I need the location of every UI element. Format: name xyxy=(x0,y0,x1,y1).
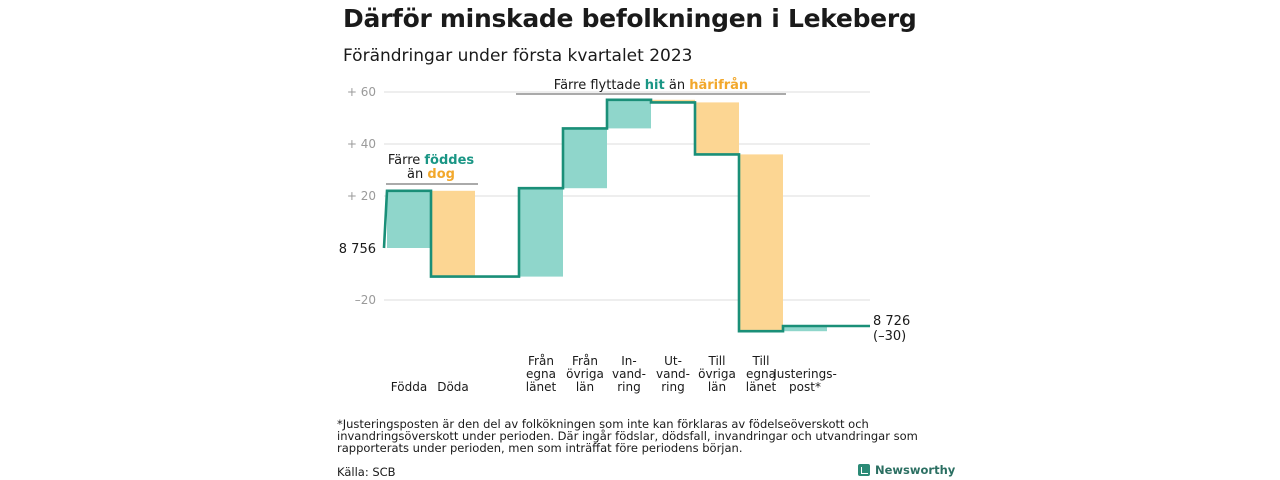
start-value-label: 8 756 xyxy=(339,242,376,257)
brand-logo: Newsworthy xyxy=(858,463,955,477)
category-label: Justerings- xyxy=(772,367,837,381)
category-label: Från xyxy=(572,354,598,368)
bar xyxy=(563,128,607,189)
y-tick-label: + 20 xyxy=(347,189,376,203)
source-label: Källa: SCB xyxy=(337,465,396,479)
bar xyxy=(387,190,431,248)
brand-name: Newsworthy xyxy=(875,463,956,477)
category-label: länet xyxy=(526,380,557,394)
end-value-label: 8 726 xyxy=(873,314,910,329)
bar xyxy=(739,154,783,332)
annotation-migration: Färre flyttade hit än härifrån xyxy=(554,78,748,93)
category-label: vand- xyxy=(656,367,690,381)
y-tick-label: –20 xyxy=(355,293,376,307)
annotation-births-line1: Färre föddes xyxy=(388,153,475,168)
category-label: Födda xyxy=(391,380,427,394)
bar xyxy=(695,102,739,155)
category-label: Från xyxy=(528,354,554,368)
category-label: Till xyxy=(708,354,726,368)
chart-title: Därför minskade befolkningen i Lekeberg xyxy=(343,4,917,33)
category-label: Ut- xyxy=(664,354,682,368)
category-label: In- xyxy=(621,354,636,368)
category-label: övriga xyxy=(566,367,604,381)
category-label: övriga xyxy=(698,367,736,381)
category-label: egna xyxy=(526,367,556,381)
footnote: *Justeringsposten är den del av folkökni… xyxy=(337,417,918,455)
category-label: Till xyxy=(752,354,770,368)
waterfall-chart: + 60 + 40 + 20 –20 8 756 8 726(–30) Födda Döda F… xyxy=(339,78,910,394)
category-label: ring xyxy=(661,380,685,394)
category-label: Döda xyxy=(437,380,469,394)
category-label: egna xyxy=(746,367,776,381)
bar xyxy=(519,188,563,277)
y-tick-label: + 60 xyxy=(347,85,376,99)
category-label: län xyxy=(708,380,726,394)
category-label: vand- xyxy=(612,367,646,381)
category-label: län xyxy=(576,380,594,394)
bar xyxy=(783,326,827,332)
cumulative-line xyxy=(382,98,870,333)
category-label: länet xyxy=(746,380,777,394)
chart-subtitle: Förändringar under första kvartalet 2023 xyxy=(343,46,693,66)
bar xyxy=(431,190,475,277)
category-label: ring xyxy=(617,380,641,394)
category-label: post* xyxy=(789,380,821,394)
end-change-label: (–30) xyxy=(873,329,906,344)
newsworthy-icon xyxy=(858,464,870,476)
bar xyxy=(607,99,651,129)
annotation-births-line2: än dog xyxy=(407,167,455,182)
y-tick-label: + 40 xyxy=(347,137,376,151)
